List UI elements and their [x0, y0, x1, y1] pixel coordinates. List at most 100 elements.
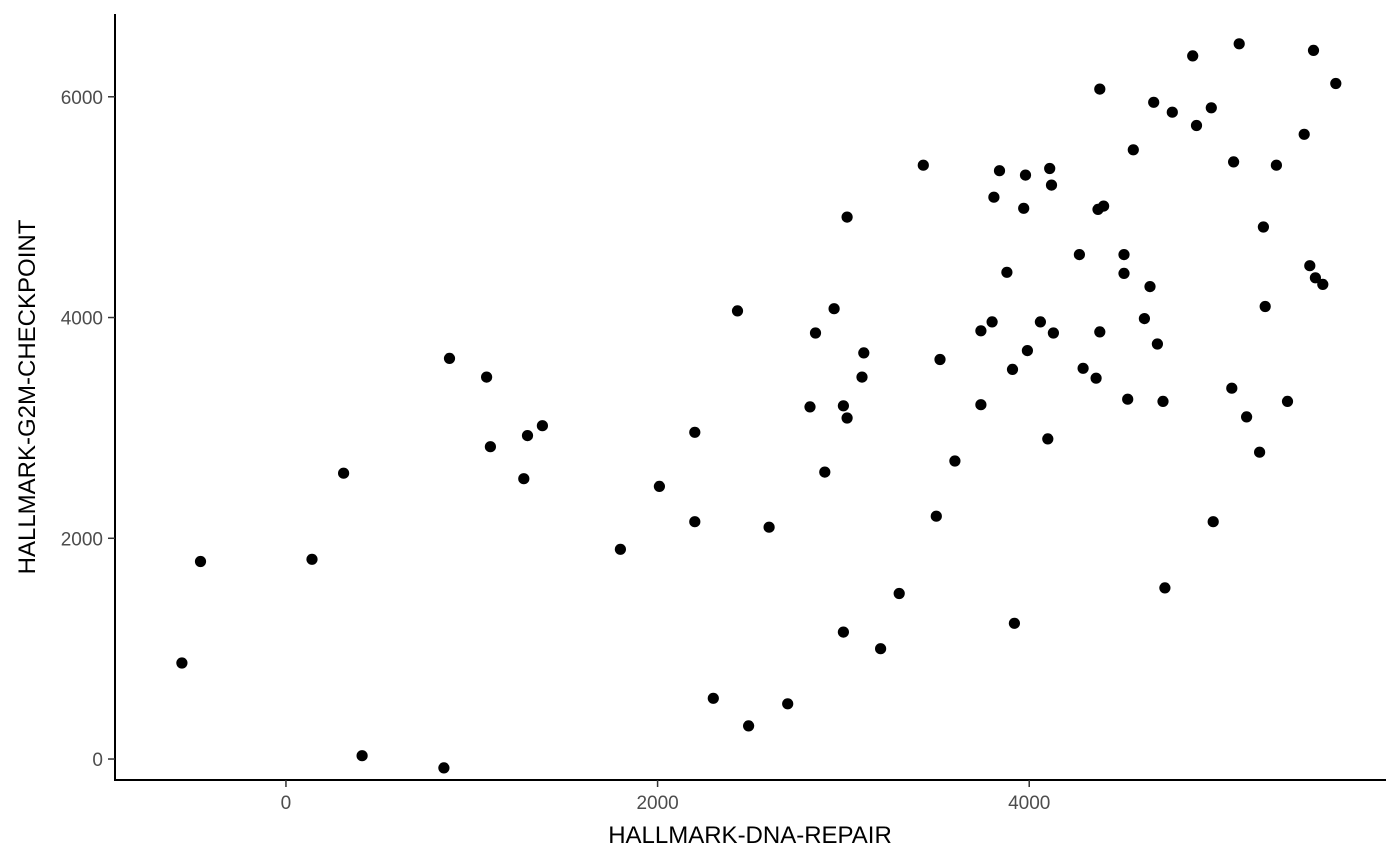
data-point	[1044, 162, 1056, 175]
y-tick-label: 4000	[61, 309, 103, 330]
data-point	[689, 426, 701, 438]
data-point	[731, 305, 744, 317]
data-point	[1330, 77, 1342, 90]
data-point	[837, 400, 850, 412]
data-point	[1226, 382, 1238, 394]
data-point	[993, 165, 1006, 177]
data-point	[819, 466, 831, 478]
data-point	[986, 316, 998, 328]
data-point	[521, 430, 534, 442]
data-point	[1019, 169, 1032, 181]
data-point	[1090, 372, 1102, 384]
data-point	[707, 692, 719, 704]
data-point	[1138, 313, 1150, 325]
data-point	[1159, 582, 1171, 594]
data-point	[856, 371, 868, 383]
x-tick-label: 4000	[1008, 793, 1050, 814]
data-point	[1228, 156, 1240, 168]
data-point	[484, 441, 496, 453]
data-point	[338, 467, 350, 479]
data-point	[1118, 267, 1130, 279]
data-point	[1094, 326, 1106, 338]
data-point	[1021, 345, 1033, 357]
data-point	[804, 401, 816, 413]
data-point	[1018, 202, 1030, 214]
data-point	[1045, 179, 1058, 191]
data-point	[438, 762, 450, 774]
data-point	[1270, 159, 1282, 171]
data-point	[1304, 260, 1316, 272]
data-point	[1187, 50, 1199, 62]
y-tick-label: 0	[92, 750, 103, 771]
data-point	[809, 327, 822, 339]
data-point	[949, 455, 961, 467]
data-point	[1098, 200, 1110, 212]
data-point	[917, 159, 929, 171]
data-point	[1298, 128, 1310, 140]
y-axis-ticks: 0 2000 4000 6000	[61, 88, 115, 771]
data-point	[930, 510, 942, 522]
data-point	[875, 643, 887, 655]
data-point	[1207, 516, 1219, 528]
data-point	[837, 626, 850, 638]
data-point	[176, 657, 188, 669]
data-point	[653, 480, 666, 492]
data-point	[1094, 83, 1106, 95]
data-point	[443, 352, 456, 364]
y-tick-label: 6000	[61, 88, 103, 109]
data-point	[1257, 221, 1269, 233]
data-point	[841, 412, 853, 424]
data-point	[1042, 433, 1054, 445]
data-point	[743, 720, 755, 732]
data-point	[1309, 272, 1321, 284]
data-point	[1047, 327, 1059, 339]
data-point	[356, 750, 368, 762]
data-point	[1122, 393, 1134, 405]
data-point	[1259, 300, 1271, 313]
data-point	[689, 516, 701, 528]
y-axis-title: HALLMARK-G2M-CHECKPOINT	[14, 219, 41, 574]
data-point	[1006, 363, 1019, 375]
data-point	[1148, 96, 1160, 108]
data-point	[934, 353, 946, 366]
data-point	[306, 553, 318, 565]
data-point	[1254, 446, 1266, 458]
data-point	[1157, 395, 1169, 407]
data-point	[1073, 249, 1085, 261]
data-points	[176, 38, 1342, 774]
data-point	[1077, 362, 1089, 374]
data-point	[1118, 249, 1130, 261]
data-point	[1144, 281, 1156, 293]
data-point	[1166, 106, 1178, 118]
data-point	[763, 521, 775, 533]
data-point	[1151, 338, 1163, 350]
data-point	[782, 698, 794, 710]
x-tick-label: 2000	[636, 793, 678, 814]
data-point	[1307, 44, 1320, 57]
data-point	[194, 555, 207, 568]
data-point	[841, 211, 853, 223]
x-axis-title: HALLMARK-DNA-REPAIR	[608, 822, 892, 849]
data-point	[975, 325, 987, 337]
data-point	[1034, 316, 1046, 328]
data-point	[893, 587, 905, 600]
data-point	[1127, 144, 1139, 156]
x-axis-ticks: 0 2000 4000	[281, 780, 1050, 814]
data-point	[536, 420, 549, 432]
data-point	[518, 473, 530, 485]
data-point	[988, 191, 1000, 203]
data-point	[1190, 119, 1203, 132]
x-tick-label: 0	[281, 793, 292, 814]
data-point	[975, 399, 987, 411]
data-point	[828, 303, 840, 315]
data-point	[858, 347, 870, 359]
data-point	[1008, 617, 1021, 629]
data-point	[1281, 395, 1294, 407]
data-point	[1241, 411, 1253, 423]
data-point	[1001, 266, 1013, 278]
y-tick-label: 2000	[61, 529, 103, 550]
data-point	[1205, 102, 1217, 114]
data-point	[481, 371, 493, 383]
data-point	[1233, 38, 1245, 50]
